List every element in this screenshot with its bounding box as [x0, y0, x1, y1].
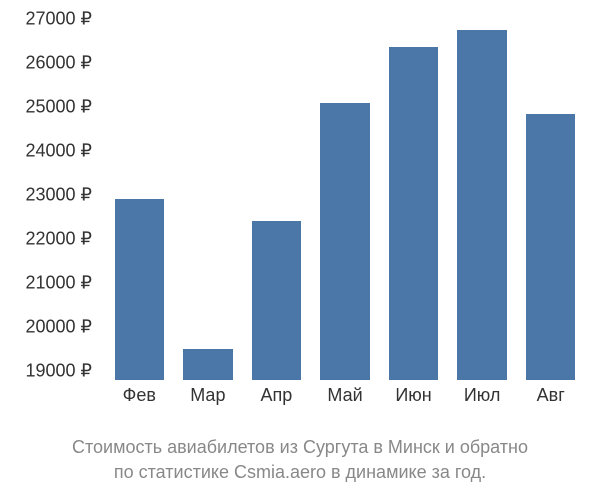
- bar: [115, 199, 164, 380]
- plot-area: [105, 10, 585, 380]
- x-tick-label: Апр: [261, 385, 293, 406]
- chart-caption: Стоимость авиабилетов из Сургута в Минск…: [0, 435, 600, 485]
- x-tick-label: Фев: [123, 385, 156, 406]
- chart-container: 19000 ₽ 20000 ₽ 21000 ₽ 22000 ₽ 23000 ₽ 24000…: [0, 0, 600, 420]
- x-tick-label: Мар: [190, 385, 225, 406]
- y-tick-label: 23000 ₽: [25, 185, 92, 206]
- y-tick-label: 20000 ₽: [25, 317, 92, 338]
- y-tick-label: 25000 ₽: [25, 96, 92, 117]
- caption-line2: по статистике Csmia.aero в динамике за г…: [114, 462, 486, 482]
- y-tick-label: 19000 ₽: [25, 361, 92, 382]
- bar: [457, 30, 506, 380]
- x-tick-label: Авг: [537, 385, 565, 406]
- bar: [526, 114, 575, 380]
- bar: [320, 103, 369, 381]
- y-tick-label: 26000 ₽: [25, 52, 92, 73]
- x-axis: Фев Мар Апр Май Июн Июл Авг: [105, 385, 585, 415]
- y-axis: 19000 ₽ 20000 ₽ 21000 ₽ 22000 ₽ 23000 ₽ 24000…: [0, 0, 100, 380]
- x-tick-label: Июн: [395, 385, 431, 406]
- y-tick-label: 21000 ₽: [25, 273, 92, 294]
- bar: [389, 47, 438, 380]
- x-tick-label: Июл: [464, 385, 501, 406]
- x-tick-label: Май: [327, 385, 362, 406]
- bar: [252, 221, 301, 380]
- y-tick-label: 27000 ₽: [25, 8, 92, 29]
- y-tick-label: 22000 ₽: [25, 229, 92, 250]
- bar: [183, 349, 232, 380]
- caption-line1: Стоимость авиабилетов из Сургута в Минск…: [72, 437, 528, 457]
- y-tick-label: 24000 ₽: [25, 140, 92, 161]
